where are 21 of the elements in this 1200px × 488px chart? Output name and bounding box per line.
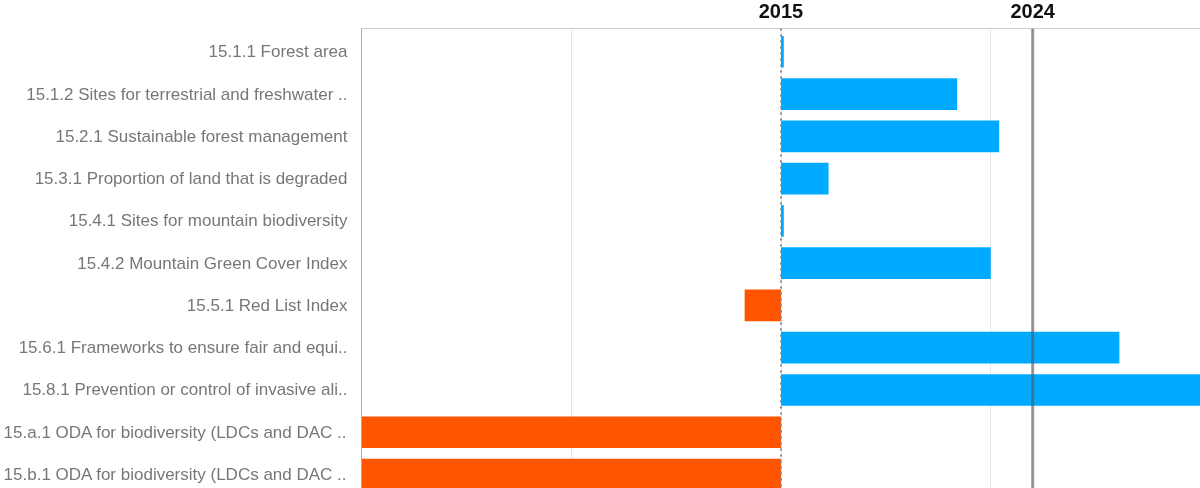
bar — [781, 162, 829, 195]
x-tick-label: 2024 — [1010, 0, 1056, 22]
y-tick-label: 15.2.1 Sustainable forest management — [55, 126, 348, 146]
y-tick-label: 15.8.1 Prevention or control of invasive ali.. — [22, 380, 348, 400]
bar — [781, 374, 1200, 406]
y-tick-label: 15.1.2 Sites for terrestrial and freshwater .. — [26, 84, 348, 104]
y-tick-label: 15.4.2 Mountain Green Cover Index — [77, 253, 348, 273]
bar — [361, 416, 781, 449]
y-tick-label: 15.4.1 Sites for mountain biodiversity — [68, 211, 348, 231]
y-tick-label: 15.a.1 ODA for biodiversity (LDCs and DAC .. — [3, 422, 347, 442]
x-tick-label: 2015 — [758, 0, 804, 22]
y-tick-label: 15.6.1 Frameworks to ensure fair and equi.. — [18, 338, 348, 358]
bar — [744, 289, 781, 322]
y-tick-label: 15.5.1 Red List Index — [186, 295, 348, 315]
bar — [781, 78, 958, 110]
y-tick-label: 15.3.1 Proportion of land that is degraded — [34, 169, 348, 189]
bar — [781, 331, 1120, 364]
bar — [781, 247, 991, 280]
y-tick-label: 15.b.1 ODA for biodiversity (LDCs and DAC .. — [3, 465, 347, 485]
y-tick-label: 15.1.1 Forest area — [208, 42, 349, 62]
bar — [781, 120, 1000, 153]
